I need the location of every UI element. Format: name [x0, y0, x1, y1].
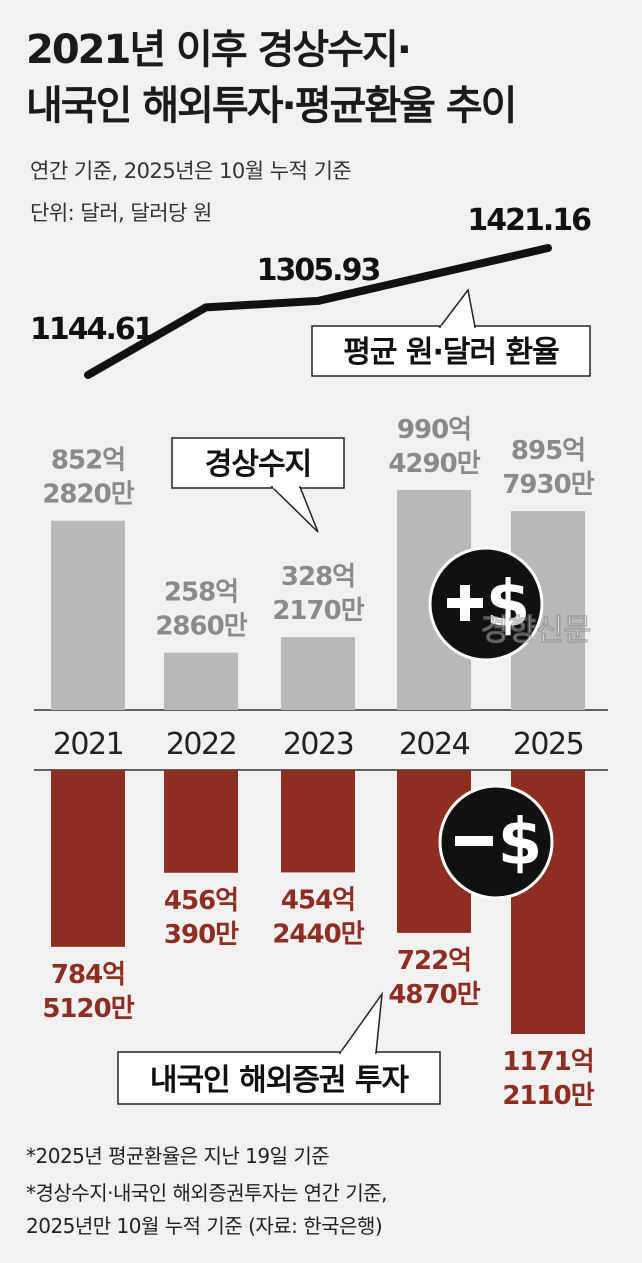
- rate-callout-text: 평균 원·달러 환율: [343, 335, 559, 370]
- rate-label-2023: 1305.93: [257, 253, 380, 288]
- overseas-investment-label-2022-b: 390만: [164, 920, 239, 950]
- tick-label-2024: 2024: [399, 727, 470, 762]
- current-account-label-2023-a: 328억: [281, 562, 355, 592]
- current-account-label-2024-a: 990억: [397, 415, 471, 445]
- watermark-logo: 경향신문: [481, 613, 591, 648]
- tick-label-2022: 2022: [166, 727, 236, 762]
- current-account-label-2023-b: 2170만: [272, 596, 364, 626]
- overseas-investment-callout-box: [117, 1051, 441, 1105]
- current-account-label-2022-a: 258억: [164, 578, 238, 608]
- current-account-callout-box: [171, 437, 345, 489]
- current-account-label-2025-a: 895억: [511, 436, 585, 466]
- plus-dollar-icon: $: [428, 546, 544, 662]
- rate-callout-pointer: [438, 288, 476, 328]
- plus-dollar-circle: [428, 546, 544, 662]
- subtitle-unit: 단위: 달러, 달러당 원: [30, 201, 212, 225]
- tick-label-2023: 2023: [283, 727, 353, 762]
- overseas-investment-callout-pointer: [338, 991, 384, 1054]
- chart-title: 2021년 이후 경상수지· 내국인 해외투자·평균환율 추이: [26, 22, 626, 134]
- overseas-investment-callout-text: 내국인 해외증권 투자: [150, 1063, 410, 1098]
- plus-vertical-stroke: [460, 585, 470, 621]
- current-account-bar-2022: [164, 652, 238, 710]
- minus-dollar-icon: $: [438, 784, 554, 900]
- exchange-rate-line: [84, 244, 552, 379]
- minus-dollar-glyph: $: [498, 806, 543, 880]
- rate-label-2025: 1421.16: [467, 203, 591, 238]
- overseas-investment-label-2025-a: 1171억: [502, 1047, 593, 1077]
- footnote-2: *경상수지·내국인 해외증권투자는 연간 기준,: [26, 1181, 388, 1205]
- title-line-2: 내국인 해외투자·평균환율 추이: [26, 83, 517, 129]
- overseas-investment-label-2023-a: 454억: [281, 885, 355, 915]
- footnote-1: *2025년 평균환율은 지난 19일 기준: [26, 1144, 330, 1168]
- subtitle-basis: 연간 기준, 2025년은 10월 누적 기준: [30, 159, 352, 183]
- current-account-callout-pointer: [270, 486, 319, 533]
- overseas-investment-label-2024-a: 722억: [397, 946, 471, 976]
- current-account-label-2021-a: 852억: [51, 446, 125, 476]
- current-account-bar-2023: [281, 637, 355, 710]
- overseas-investment-label-2023-b: 2440만: [272, 919, 364, 949]
- overseas-investment-label-2025-b: 2110만: [502, 1081, 594, 1111]
- rate-label-2021: 1144.61: [30, 312, 153, 347]
- overseas-investment-label-2022-a: 456억: [164, 886, 238, 916]
- title-line-1: 2021년 이후 경상수지·: [26, 27, 412, 73]
- minus-stroke: [455, 836, 493, 846]
- current-account-callout-text: 경상수지: [205, 447, 311, 482]
- rate-callout-box: [311, 325, 591, 377]
- overseas-investment-bar-2023: [281, 770, 355, 873]
- overseas-investment-label-2021-a: 784억: [51, 960, 125, 990]
- footnote-3: 2025년만 10월 누적 기준 (자료: 한국은행): [26, 1214, 383, 1238]
- tick-label-2021: 2021: [53, 727, 123, 762]
- overseas-investment-bar-2021: [51, 770, 125, 947]
- current-account-label-2022-b: 2860만: [155, 612, 247, 642]
- overseas-investment-label-2024-b: 4870만: [388, 980, 480, 1010]
- plus-dollar-glyph: $: [486, 568, 531, 642]
- current-account-label-2024-b: 4290만: [388, 449, 480, 479]
- current-account-bar-2021: [51, 520, 125, 710]
- current-account-label-2021-b: 2820만: [42, 480, 134, 510]
- minus-dollar-circle: [438, 784, 554, 900]
- tick-label-2025: 2025: [513, 727, 583, 762]
- current-account-label-2025-b: 7930만: [502, 470, 594, 500]
- overseas-investment-bar-2022: [164, 770, 238, 873]
- overseas-investment-label-2021-b: 5120만: [42, 994, 134, 1024]
